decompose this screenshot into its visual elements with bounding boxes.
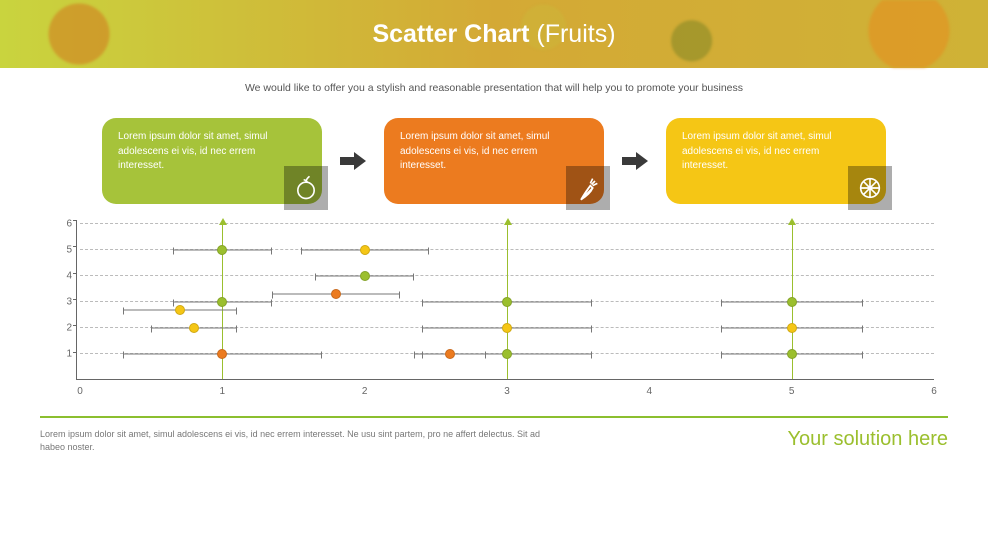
data-point <box>502 323 512 333</box>
footer-text: Lorem ipsum dolor sit amet, simul adoles… <box>40 428 560 453</box>
x-tick-label: 4 <box>647 386 653 397</box>
card-text: Lorem ipsum dolor sit amet, simul adoles… <box>682 130 836 174</box>
card-text: Lorem ipsum dolor sit amet, simul adoles… <box>400 130 554 174</box>
data-point <box>189 323 199 333</box>
data-point <box>175 305 185 315</box>
data-point <box>217 245 227 255</box>
x-tick-label: 1 <box>220 386 226 397</box>
orange-icon <box>848 166 892 210</box>
data-point <box>502 297 512 307</box>
data-point <box>360 245 370 255</box>
footer: Lorem ipsum dolor sit amet, simul adoles… <box>40 428 948 453</box>
cards-row: Lorem ipsum dolor sit amet, simul adoles… <box>40 118 948 204</box>
apple-icon <box>284 166 328 210</box>
y-tick-label: 4 <box>66 271 72 282</box>
info-card: Lorem ipsum dolor sit amet, simul adoles… <box>102 118 322 204</box>
info-card: Lorem ipsum dolor sit amet, simul adoles… <box>666 118 886 204</box>
arrow-icon <box>338 150 368 172</box>
carrot-icon <box>566 166 610 210</box>
x-tick-label: 3 <box>504 386 510 397</box>
data-point <box>445 349 455 359</box>
title-light: (Fruits) <box>536 20 615 48</box>
x-tick-label: 5 <box>789 386 795 397</box>
scatter-chart: 1 2 3 4 5 6 0 1 2 3 4 5 6 <box>40 224 948 404</box>
y-tick-label: 2 <box>66 323 72 334</box>
data-point <box>787 323 797 333</box>
data-point <box>217 349 227 359</box>
slide-title: Scatter Chart (Fruits) <box>372 20 615 49</box>
y-axis: 123456 <box>40 224 80 380</box>
plot-area <box>80 224 934 380</box>
title-bold: Scatter Chart <box>372 20 529 48</box>
data-point <box>217 297 227 307</box>
slide: Scatter Chart (Fruits) We would like to … <box>0 0 988 556</box>
data-point <box>360 271 370 281</box>
data-point <box>787 297 797 307</box>
divider <box>40 416 948 418</box>
x-tick-label: 0 <box>77 386 83 397</box>
y-tick-label: 3 <box>66 297 72 308</box>
x-tick-label: 6 <box>931 386 937 397</box>
data-point <box>331 289 341 299</box>
x-axis: 0 1 2 3 4 5 6 <box>80 380 934 404</box>
y-tick-label: 1 <box>66 349 72 360</box>
footer-tagline: Your solution here <box>788 428 949 451</box>
y-tick-label: 6 <box>66 219 72 230</box>
x-tick-label: 2 <box>362 386 368 397</box>
subtitle: We would like to offer you a stylish and… <box>0 82 988 94</box>
data-point <box>787 349 797 359</box>
data-point <box>502 349 512 359</box>
banner: Scatter Chart (Fruits) <box>0 0 988 68</box>
card-text: Lorem ipsum dolor sit amet, simul adoles… <box>118 130 272 174</box>
arrow-icon <box>620 150 650 172</box>
info-card: Lorem ipsum dolor sit amet, simul adoles… <box>384 118 604 204</box>
y-tick-label: 5 <box>66 245 72 256</box>
